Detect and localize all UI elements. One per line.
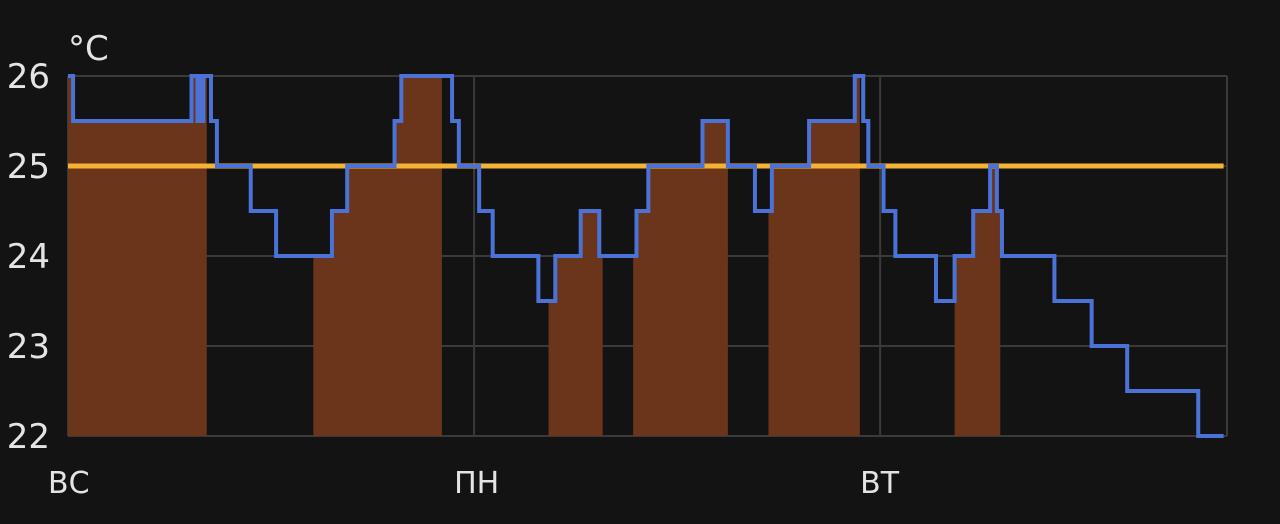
current-temperature-line <box>68 74 1224 438</box>
heating-area-4 <box>768 76 860 436</box>
heating-area-3 <box>633 121 728 436</box>
x-day-label: ВТ <box>860 466 900 501</box>
y-axis-unit: °C <box>68 29 109 69</box>
y-tick-label: 24 <box>7 237 50 277</box>
heating-area-0 <box>68 76 207 436</box>
y-tick-label: 23 <box>7 327 50 367</box>
axis-labels: 26 25 24 23 22 ВС ПН ВТ <box>7 57 900 501</box>
heating-area-2 <box>548 211 603 436</box>
y-tick-label: 26 <box>7 57 50 97</box>
y-tick-label: 25 <box>7 147 50 187</box>
x-day-label: ПН <box>454 466 499 501</box>
x-day-label: ВС <box>48 466 90 501</box>
heating-area-5 <box>954 166 1001 436</box>
y-tick-label: 22 <box>7 417 50 457</box>
series-lines <box>68 74 1224 438</box>
